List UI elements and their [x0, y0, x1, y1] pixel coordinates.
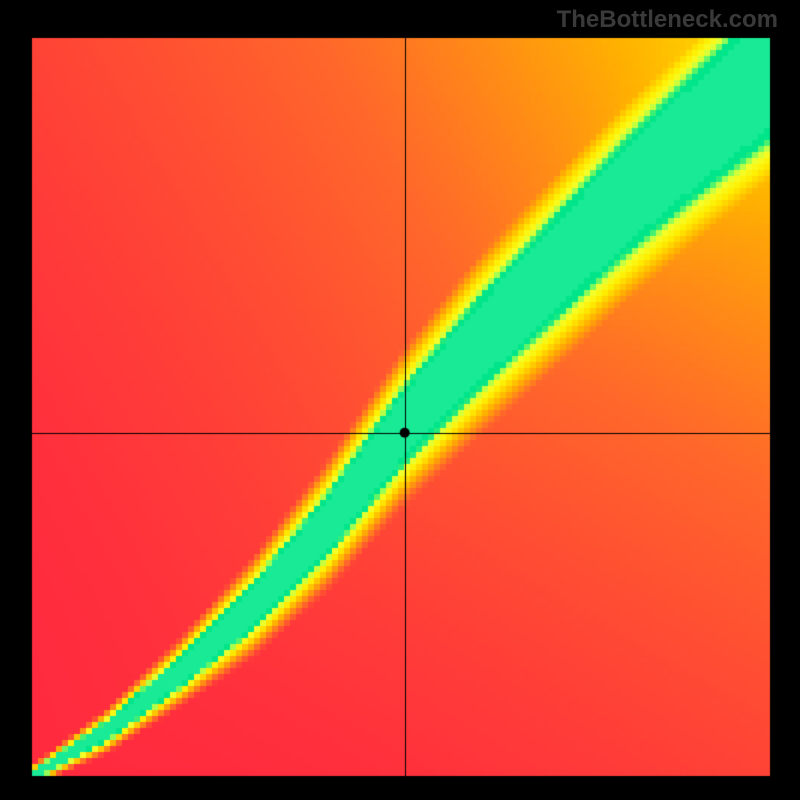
chart-container: TheBottleneck.com: [0, 0, 800, 800]
bottleneck-heatmap: [0, 0, 800, 800]
watermark-text: TheBottleneck.com: [557, 6, 778, 34]
